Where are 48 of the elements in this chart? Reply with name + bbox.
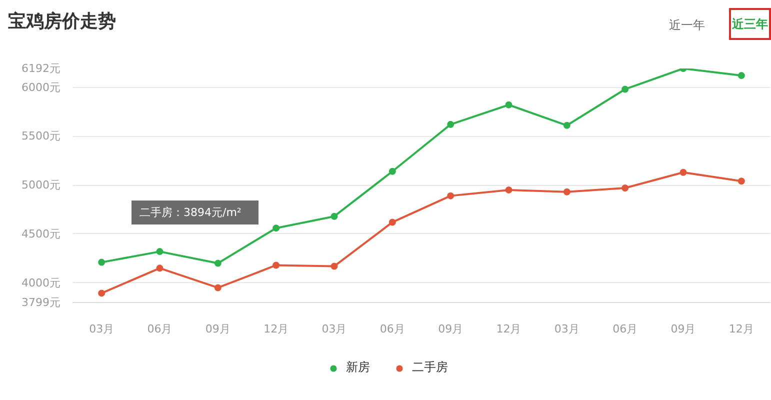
x-tick-label: 03月	[322, 322, 347, 336]
x-tick-label: 06月	[147, 322, 172, 336]
y-tick-label: 6000元	[22, 80, 61, 94]
x-tick-label: 12月	[496, 322, 522, 336]
legend-label: 新房	[346, 359, 370, 376]
y-tick-label: 5500元	[22, 130, 61, 143]
y-tick-label: 6192元	[22, 62, 61, 75]
y-tick-label: 3799元	[22, 296, 61, 309]
point	[330, 262, 338, 270]
x-tick-label: 06月	[612, 322, 638, 336]
point	[272, 224, 280, 232]
point	[388, 168, 396, 175]
point	[622, 86, 629, 93]
x-tick-label: 09月	[670, 322, 696, 336]
point	[563, 122, 570, 129]
point	[505, 101, 512, 108]
point	[680, 168, 687, 176]
annotation: 二手房：3894元/m²	[140, 206, 242, 219]
point	[388, 218, 396, 226]
legend-label: 二手房	[412, 359, 448, 376]
x-tick-label: 09月	[205, 322, 230, 336]
point	[98, 290, 106, 297]
x-tick-label: 06月	[380, 322, 405, 336]
y-tick-label: 4500元	[22, 227, 61, 240]
text: 近三年	[729, 8, 771, 40]
y-tick-label: 5000元	[22, 178, 61, 192]
x-tick-label: 03月	[554, 322, 580, 336]
point	[272, 262, 280, 269]
point	[563, 188, 570, 196]
x-tick-label: 03月	[89, 322, 114, 336]
chart-title: 宝鸡房价走势	[8, 10, 116, 34]
point	[156, 248, 164, 256]
point	[505, 186, 512, 194]
y-tick-label: 4000元	[22, 276, 61, 290]
point	[738, 178, 745, 185]
text: 近一年	[669, 17, 705, 33]
point	[330, 212, 338, 220]
point	[738, 72, 745, 80]
point	[447, 120, 454, 128]
point	[156, 264, 164, 272]
x-tick-label: 12月	[728, 322, 754, 336]
point	[622, 184, 629, 192]
point	[98, 258, 106, 266]
x-tick-label: 12月	[264, 322, 289, 336]
point	[214, 284, 222, 292]
x-tick-label: 09月	[438, 322, 464, 336]
point	[214, 260, 222, 267]
point	[447, 192, 454, 200]
